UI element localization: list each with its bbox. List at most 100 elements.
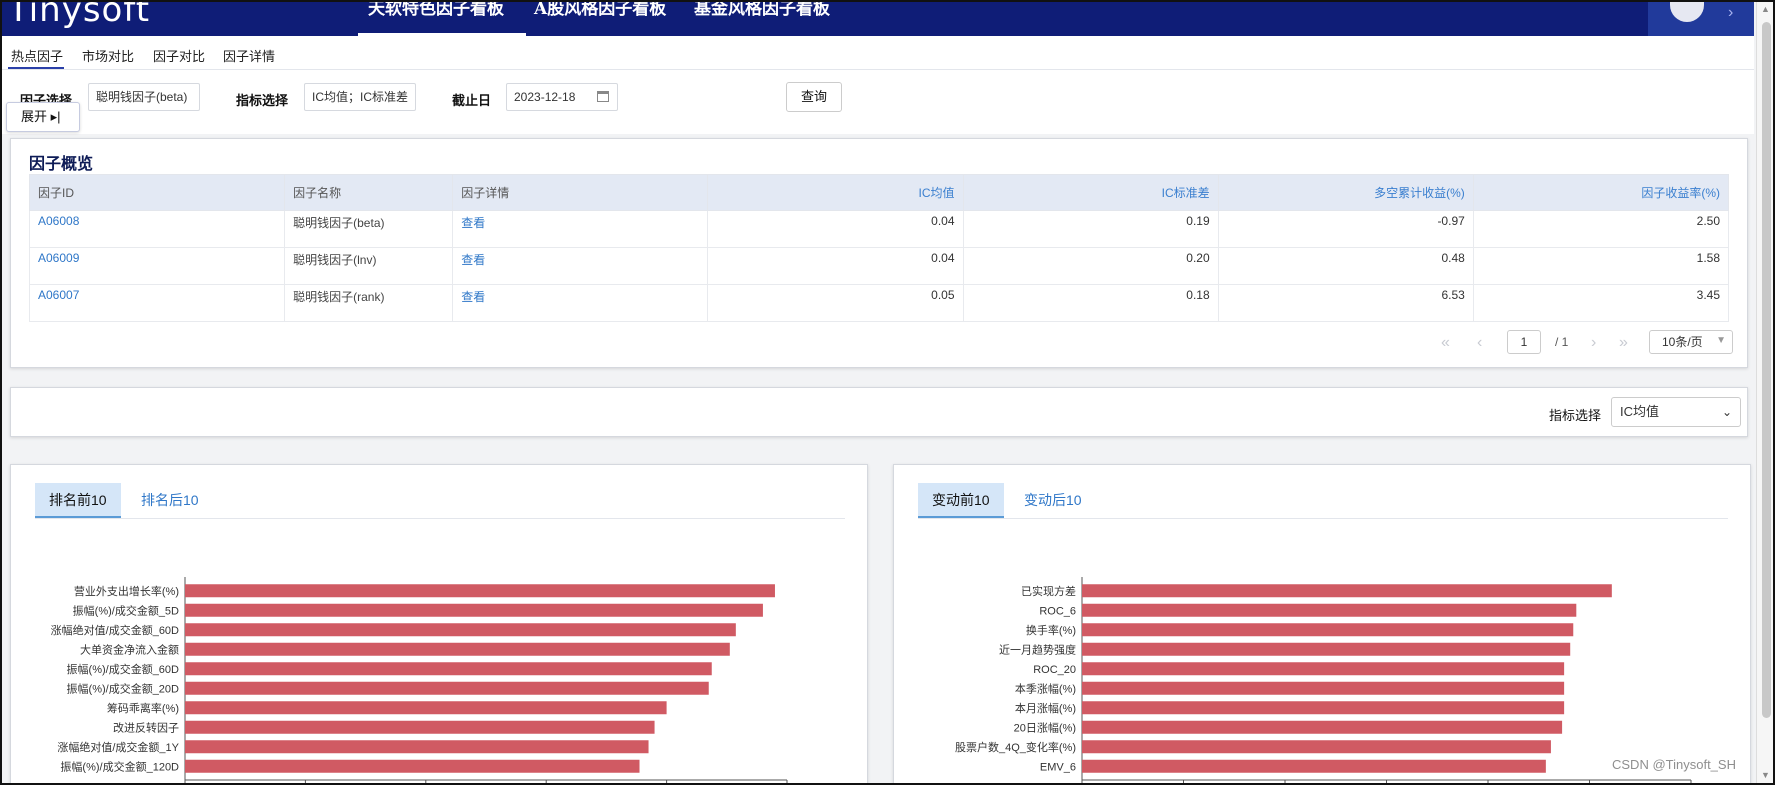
query-button[interactable]: 查询 <box>786 82 842 112</box>
col-factor-detail[interactable]: 因子详情 <box>452 174 709 211</box>
category-label: 营业外支出增长率(%) <box>74 584 179 598</box>
chart-bar <box>1082 720 1563 734</box>
topnav-tinysoft-factors[interactable]: 天软特色因子看板 <box>368 0 504 19</box>
tab-factor-compare[interactable]: 因子对比 <box>153 49 206 64</box>
tab-top-10[interactable]: 排名前10 <box>35 483 121 518</box>
ranking-chart-panel: 排名前10 排名后10 营业外支出增长率(%) 振幅(%)/成交金额_5D 涨幅绝对… <box>10 464 868 783</box>
page-tabs: 热点因子 市场对比 因子对比 因子详情 <box>2 36 1754 70</box>
table-row: A06008 聪明钱因子(beta) 查看 0.04 0.19 -0.97 2.… <box>28 210 1730 248</box>
calendar-icon[interactable] <box>597 91 609 102</box>
chart-bar <box>185 603 763 617</box>
chevron-down-icon[interactable]: ⌄ <box>1721 405 1732 419</box>
end-date-value: 2023-12-18 <box>514 90 576 104</box>
ic-std-cell: 0.20 <box>962 247 1219 285</box>
avatar[interactable] <box>1670 2 1704 22</box>
category-label: 本月涨幅(%) <box>1015 701 1076 715</box>
expand-button[interactable]: 展开 ▸| <box>6 102 80 132</box>
factor-id-link[interactable]: A06007 <box>28 284 286 322</box>
vertical-scrollbar[interactable]: ▲ ▼ <box>1756 2 1773 783</box>
long-short-return-cell: 6.53 <box>1217 284 1474 322</box>
user-menu[interactable]: › <box>1648 2 1754 36</box>
topnav-a-share-style[interactable]: A股风格因子看板 <box>534 0 667 19</box>
category-label: 振幅(%)/成交金额_5D <box>73 603 179 617</box>
tab-bottom-10[interactable]: 排名后10 <box>141 492 199 508</box>
view-detail-link[interactable]: 查看 <box>452 247 709 285</box>
category-label: 大单资金净流入金额 <box>80 642 179 656</box>
col-long-short-return[interactable]: 多空累计收益(%) <box>1217 174 1474 211</box>
filter-bar: 因子选择 聪明钱因子(beta) 指标选择 IC均值；IC标准差 截止日 202… <box>2 70 1754 134</box>
chevron-right-icon[interactable]: › <box>1728 4 1734 21</box>
topnav-active-indicator <box>358 33 526 36</box>
tab-change-bottom-10[interactable]: 变动后10 <box>1024 492 1082 508</box>
chart-bar <box>1082 584 1612 598</box>
view-detail-link[interactable]: 查看 <box>452 284 709 322</box>
factor-overview-panel: 因子概览 因子ID 因子名称 因子详情 IC均值 IC标准差 多空累计收益(%)… <box>10 138 1748 368</box>
chart-bar <box>1082 642 1571 656</box>
change-chart-tabs: 变动前10 变动后10 <box>918 483 1728 519</box>
long-short-return-cell: 0.48 <box>1217 247 1474 285</box>
panel-title: 因子概览 <box>29 156 94 173</box>
indicator-select[interactable]: IC均值 ⌄ <box>1611 397 1741 427</box>
chevron-down-icon[interactable]: ▼ <box>1716 335 1726 346</box>
tab-hot-factors[interactable]: 热点因子 <box>11 49 64 64</box>
metric-select-input[interactable]: IC均值；IC标准差 <box>304 83 416 111</box>
tab-factor-detail[interactable]: 因子详情 <box>223 49 276 64</box>
tab-market-compare[interactable]: 市场对比 <box>82 49 135 64</box>
top-bar: Tinysoft 天软特色因子看板 A股风格因子看板 基金风格因子看板 › <box>2 2 1754 36</box>
chart-bar <box>185 759 640 773</box>
ranking-bar-chart: 营业外支出增长率(%) 振幅(%)/成交金额_5D 涨幅绝对值/成交金额_60D 大单… <box>51 577 788 783</box>
col-factor-id[interactable]: 因子ID <box>28 174 286 211</box>
indicator-panel: 指标选择 IC均值 ⌄ <box>10 387 1748 437</box>
pagination: « ‹ 1 / 1 › » 10条/页 ▼ <box>1441 329 1733 357</box>
chart-bar <box>1082 740 1551 754</box>
factor-select-input[interactable]: 聪明钱因子(beta) <box>88 83 200 111</box>
category-label: 涨幅绝对值/成交金额_1Y <box>57 740 179 754</box>
indicator-select-value: IC均值 <box>1620 404 1660 419</box>
watermark-text: CSDN @Tinysoft_SH <box>1612 757 1736 772</box>
change-bar-chart: 已实现方差 ROC_6 换手率(%) 近一月趋势强度 ROC_20 本季涨幅(%) 本月涨幅… <box>955 577 1692 783</box>
tab-change-top-10[interactable]: 变动前10 <box>918 483 1004 518</box>
chart-bar <box>1082 759 1546 773</box>
factor-name-cell: 聪明钱因子(beta) <box>284 210 454 248</box>
prev-page-icon[interactable]: ‹ <box>1477 334 1483 351</box>
factor-return-cell: 2.50 <box>1472 210 1730 248</box>
chart-bar <box>1082 623 1574 637</box>
chart-bar <box>185 662 712 676</box>
last-page-icon[interactable]: » <box>1619 334 1628 351</box>
page-number-input[interactable]: 1 <box>1507 330 1541 354</box>
topnav-fund-style[interactable]: 基金风格因子看板 <box>694 0 830 19</box>
ic-mean-cell: 0.04 <box>707 247 964 285</box>
factor-overview-table: 因子ID 因子名称 因子详情 IC均值 IC标准差 多空累计收益(%) 因子收益… <box>28 174 1730 322</box>
category-label: ROC_20 <box>1033 664 1076 676</box>
table-header-row: 因子ID 因子名称 因子详情 IC均值 IC标准差 多空累计收益(%) 因子收益… <box>28 174 1730 211</box>
chart-bar <box>185 623 736 637</box>
col-ic-mean[interactable]: IC均值 <box>707 174 964 211</box>
ranking-chart-tabs: 排名前10 排名后10 <box>35 483 845 519</box>
col-factor-name[interactable]: 因子名称 <box>284 174 454 211</box>
app-logo: Tinysoft <box>8 0 151 30</box>
ic-std-cell: 0.18 <box>962 284 1219 322</box>
view-detail-link[interactable]: 查看 <box>452 210 709 248</box>
active-tab-indicator <box>8 67 64 69</box>
factor-id-link[interactable]: A06008 <box>28 210 286 248</box>
scroll-down-icon[interactable]: ▼ <box>1761 770 1770 780</box>
first-page-icon[interactable]: « <box>1441 334 1450 351</box>
ic-mean-cell: 0.04 <box>707 210 964 248</box>
col-ic-std[interactable]: IC标准差 <box>962 174 1219 211</box>
table-row: A06007 聪明钱因子(rank) 查看 0.05 0.18 6.53 3.4… <box>28 284 1730 322</box>
category-label: 本季涨幅(%) <box>1015 681 1076 695</box>
end-date-input[interactable]: 2023-12-18 <box>506 83 618 111</box>
chart-bar <box>1082 701 1565 715</box>
scroll-up-icon[interactable]: ▲ <box>1761 4 1770 14</box>
next-page-icon[interactable]: › <box>1591 334 1597 351</box>
chart-bar <box>185 740 649 754</box>
page-size-select[interactable]: 10条/页 ▼ <box>1649 330 1733 354</box>
scroll-thumb[interactable] <box>1762 22 1771 718</box>
factor-id-link[interactable]: A06009 <box>28 247 286 285</box>
ic-std-cell: 0.19 <box>962 210 1219 248</box>
category-label: ROC_6 <box>1039 605 1076 617</box>
category-label: EMV_6 <box>1040 761 1076 773</box>
category-label: 改进反转因子 <box>113 720 179 734</box>
col-factor-return[interactable]: 因子收益率(%) <box>1472 174 1730 211</box>
